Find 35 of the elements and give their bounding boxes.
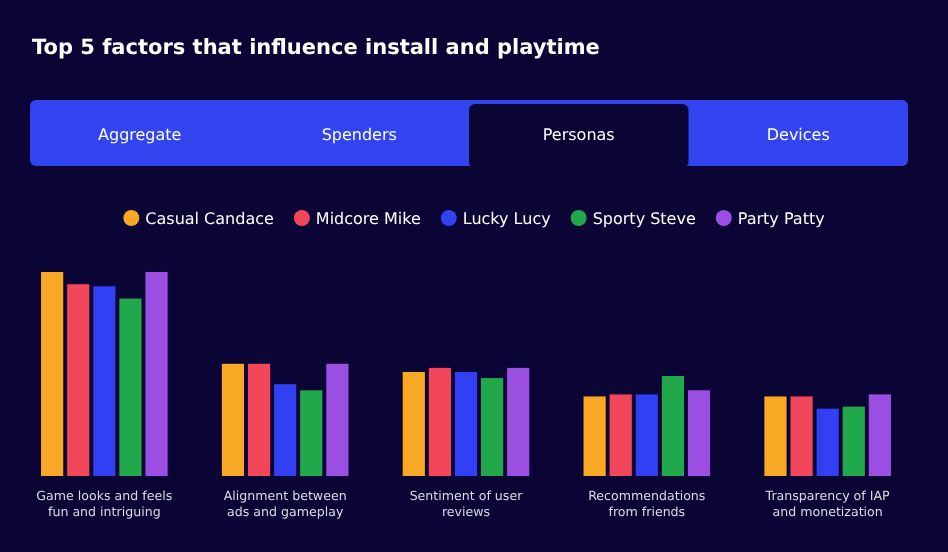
text: Personas: [542, 126, 615, 144]
bar: [145, 272, 168, 476]
bar: [300, 390, 323, 476]
legend-label: Sporty Steve: [592, 210, 696, 228]
bar: [816, 408, 839, 476]
bar: [583, 396, 606, 476]
bar: [402, 371, 425, 476]
bar: [661, 376, 685, 476]
bar: [428, 367, 451, 476]
bar: [119, 298, 142, 476]
bar: [41, 272, 64, 476]
legend-label: Party Patty: [737, 210, 826, 228]
chart-title: Top 5 factors that influence install and playtime: [32, 36, 600, 60]
text: Spenders: [321, 126, 397, 144]
bar: [790, 396, 813, 476]
bar: [67, 284, 90, 476]
bar: [842, 406, 865, 476]
bar: [221, 363, 245, 476]
bar: [274, 384, 297, 476]
text: Devices: [766, 126, 830, 144]
bar: [687, 390, 711, 476]
text: Aggregate: [98, 126, 182, 144]
bar: [609, 394, 632, 476]
bar: [93, 286, 116, 476]
bar: [635, 394, 658, 476]
bar: [326, 363, 349, 476]
legend-label: Midcore Mike: [315, 210, 421, 228]
bar: [868, 394, 891, 476]
bar: [481, 378, 504, 476]
bar: [247, 363, 271, 476]
legend-label: Lucky Lucy: [462, 210, 552, 228]
bar: [454, 371, 478, 476]
bar: [764, 396, 787, 476]
legend-label: Casual Candace: [145, 210, 274, 228]
bar: [507, 367, 530, 476]
